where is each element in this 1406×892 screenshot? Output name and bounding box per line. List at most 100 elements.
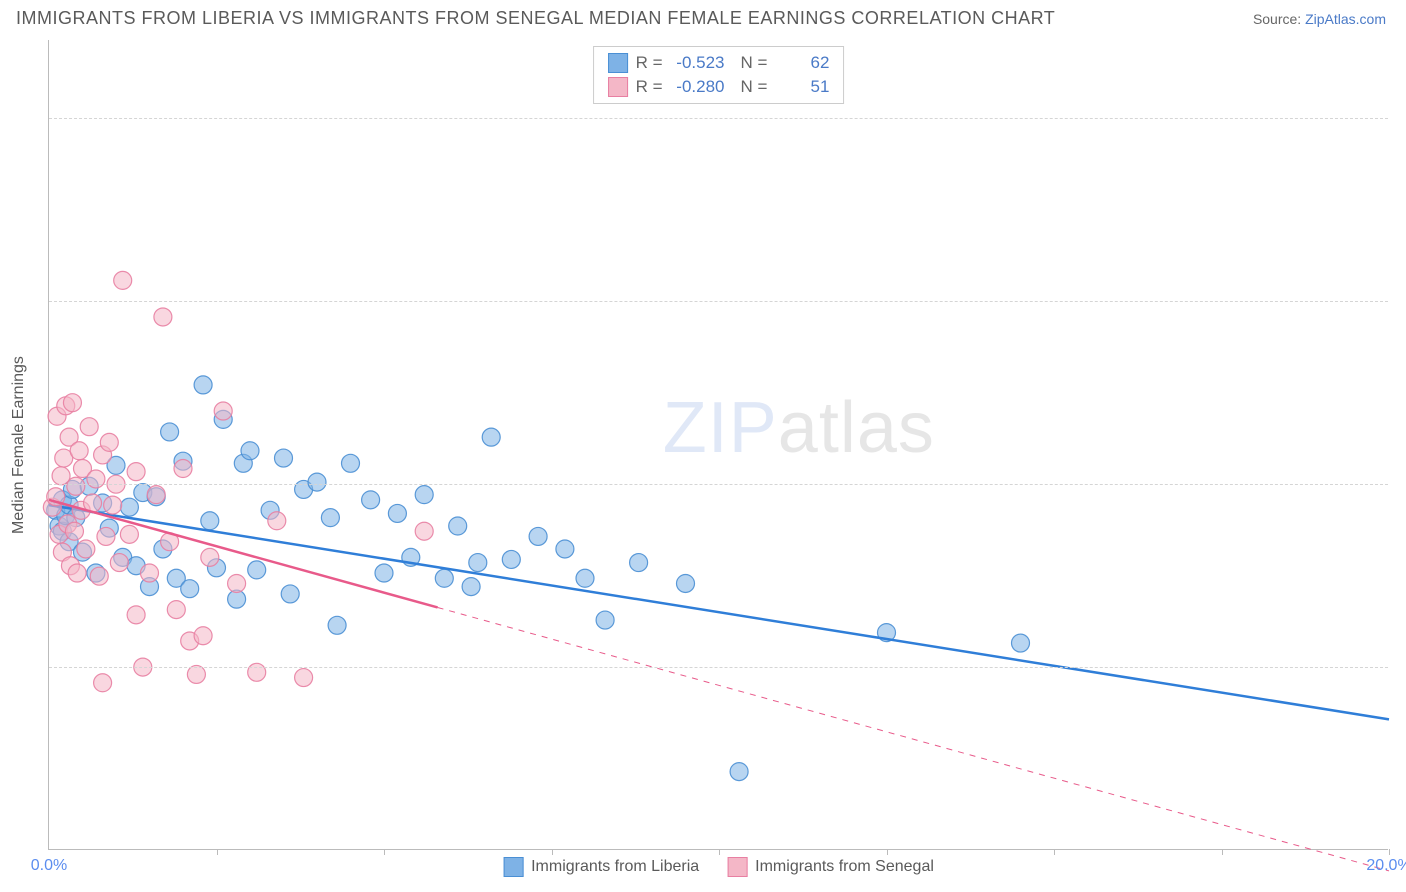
data-point <box>194 627 212 645</box>
plot-area: Median Female Earnings R =-0.523N =62R =… <box>48 40 1388 850</box>
data-point <box>388 504 406 522</box>
data-point <box>214 402 232 420</box>
x-tick <box>217 849 218 855</box>
legend-swatch <box>608 53 628 73</box>
data-point <box>201 512 219 530</box>
data-point <box>415 486 433 504</box>
data-point <box>90 567 108 585</box>
data-point <box>100 433 118 451</box>
data-point <box>87 470 105 488</box>
legend-row: R =-0.523N =62 <box>608 53 830 73</box>
data-point <box>449 517 467 535</box>
series-name: Immigrants from Liberia <box>531 858 699 876</box>
series-legend-item: Immigrants from Senegal <box>727 857 934 877</box>
data-point <box>114 271 132 289</box>
data-point <box>187 665 205 683</box>
source-prefix: Source: <box>1253 11 1305 27</box>
data-point <box>181 580 199 598</box>
data-point <box>228 574 246 592</box>
legend-swatch <box>727 857 747 877</box>
data-point <box>174 460 192 478</box>
data-point <box>110 554 128 572</box>
legend-swatch <box>608 77 628 97</box>
data-point <box>362 491 380 509</box>
data-point <box>435 569 453 587</box>
y-tick-label: $62,500 <box>1396 292 1406 310</box>
data-point <box>120 525 138 543</box>
source-link[interactable]: ZipAtlas.com <box>1305 11 1386 27</box>
gridline-horizontal <box>49 667 1388 668</box>
data-point <box>201 548 219 566</box>
data-point <box>97 527 115 545</box>
x-tick <box>552 849 553 855</box>
data-point <box>529 527 547 545</box>
data-point <box>415 522 433 540</box>
data-point <box>342 454 360 472</box>
data-point <box>576 569 594 587</box>
data-point <box>67 477 85 495</box>
y-axis-title: Median Female Earnings <box>10 356 28 534</box>
x-tick <box>384 849 385 855</box>
legend-n-value: 62 <box>775 53 829 73</box>
data-point <box>65 522 83 540</box>
legend-row: R =-0.280N =51 <box>608 77 830 97</box>
data-point <box>104 496 122 514</box>
legend-r-label: R = <box>636 77 663 97</box>
x-tick <box>1054 849 1055 855</box>
data-point <box>556 540 574 558</box>
data-point <box>677 574 695 592</box>
series-legend-item: Immigrants from Liberia <box>503 857 699 877</box>
data-point <box>141 564 159 582</box>
data-point <box>241 442 259 460</box>
x-tick-label: 20.0% <box>1366 857 1406 875</box>
data-point <box>328 616 346 634</box>
legend-r-value: -0.280 <box>671 77 725 97</box>
data-point <box>77 540 95 558</box>
y-tick-label: $80,000 <box>1396 109 1406 127</box>
x-tick <box>1389 849 1390 855</box>
x-tick <box>719 849 720 855</box>
data-point <box>127 463 145 481</box>
gridline-horizontal <box>49 484 1388 485</box>
data-point <box>375 564 393 582</box>
data-point <box>308 473 326 491</box>
data-point <box>502 550 520 568</box>
data-point <box>596 611 614 629</box>
y-tick-label: $45,000 <box>1396 475 1406 493</box>
data-point <box>268 512 286 530</box>
data-point <box>248 561 266 579</box>
data-point <box>94 674 112 692</box>
x-tick-label: 0.0% <box>31 857 67 875</box>
correlation-legend: R =-0.523N =62R =-0.280N =51 <box>593 46 845 104</box>
data-point <box>730 763 748 781</box>
legend-swatch <box>503 857 523 877</box>
data-point <box>194 376 212 394</box>
chart-source: Source: ZipAtlas.com <box>1253 11 1386 27</box>
data-point <box>281 585 299 603</box>
chart-title: IMMIGRANTS FROM LIBERIA VS IMMIGRANTS FR… <box>16 8 1055 29</box>
legend-r-value: -0.523 <box>671 53 725 73</box>
gridline-horizontal <box>49 301 1388 302</box>
gridline-horizontal <box>49 118 1388 119</box>
data-point <box>161 423 179 441</box>
data-point <box>295 669 313 687</box>
data-point <box>469 554 487 572</box>
data-point <box>68 564 86 582</box>
data-point <box>482 428 500 446</box>
trend-line-solid <box>49 505 1389 719</box>
data-point <box>127 606 145 624</box>
data-point <box>154 308 172 326</box>
chart-area: Median Female Earnings R =-0.523N =62R =… <box>48 40 1388 850</box>
data-point <box>462 578 480 596</box>
data-point <box>630 554 648 572</box>
series-legend: Immigrants from Liberia Immigrants from S… <box>503 857 934 877</box>
data-point <box>1012 634 1030 652</box>
trend-line-solid <box>49 500 438 608</box>
legend-n-value: 51 <box>775 77 829 97</box>
plot-svg <box>49 40 1388 849</box>
x-tick <box>887 849 888 855</box>
data-point <box>63 394 81 412</box>
data-point <box>321 509 339 527</box>
data-point <box>120 498 138 516</box>
data-point <box>248 663 266 681</box>
